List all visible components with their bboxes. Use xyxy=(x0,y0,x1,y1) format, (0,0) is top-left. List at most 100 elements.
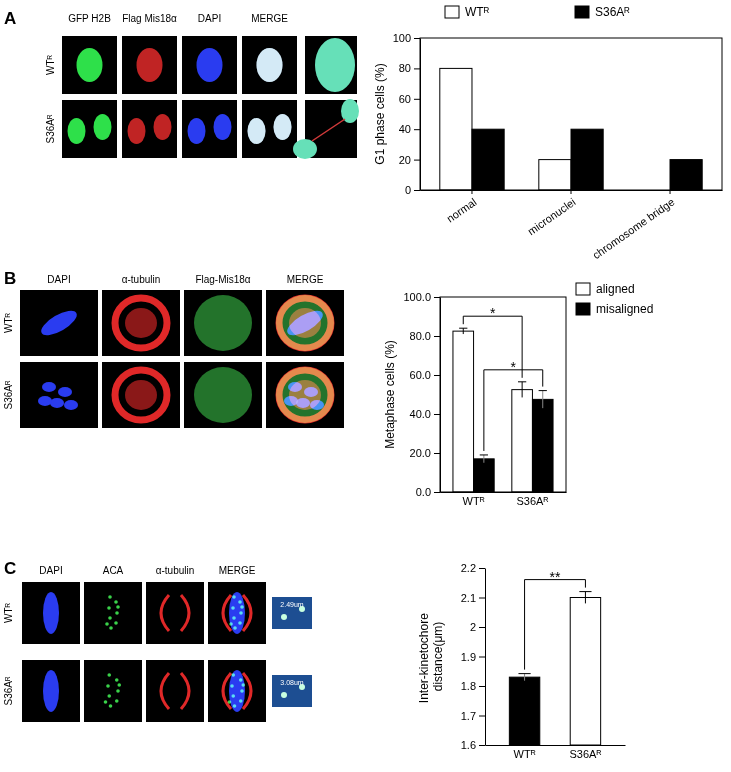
cell-signal xyxy=(194,367,252,423)
tick: 1.8 xyxy=(461,680,485,692)
cell-signal xyxy=(106,684,110,688)
micrograph xyxy=(182,36,237,94)
bar xyxy=(532,399,553,492)
micrograph xyxy=(293,99,359,159)
legend-label: S36Aᴿ xyxy=(595,5,630,19)
bar-chart: 0.020.040.060.080.0100.0WTᴿS36AᴿMetaphas… xyxy=(383,282,653,507)
cell-signal xyxy=(58,387,72,397)
tick-label: 20.0 xyxy=(410,447,431,459)
x-axis: normalmicronucleichromosome bridge xyxy=(421,190,723,261)
column-label: GFP H2B xyxy=(68,13,111,24)
tick-mark xyxy=(434,453,440,454)
significance-label: ** xyxy=(550,569,561,585)
tick: 1.9 xyxy=(461,651,485,663)
micrograph-background xyxy=(102,362,180,428)
error-bar xyxy=(459,328,467,334)
cell-signal xyxy=(232,616,236,620)
error-line xyxy=(524,674,525,681)
cell-signal xyxy=(107,673,111,677)
error-cap xyxy=(459,328,467,329)
bar-chart: 020406080100normalmicronucleichromosome … xyxy=(373,5,723,261)
cell-signal xyxy=(257,48,283,82)
image-panel: BDAPIα-tubulinFlag-Mis18αMERGEWTᴿS36Aᴿ xyxy=(3,269,344,428)
tick: 100 xyxy=(393,32,420,44)
cell-signal xyxy=(117,683,121,687)
tick-label: S36Aᴿ xyxy=(517,495,549,507)
tick-label: 40 xyxy=(399,123,411,135)
plot-frame xyxy=(440,297,566,492)
tick-mark xyxy=(414,99,420,100)
column-label: ACA xyxy=(103,565,124,576)
x-axis: WTᴿS36Aᴿ xyxy=(441,492,567,507)
error-bar xyxy=(518,382,526,398)
micrograph xyxy=(208,660,266,722)
micrograph-background xyxy=(62,36,117,94)
tick: WTᴿ xyxy=(514,745,536,760)
legend-swatch xyxy=(445,6,459,18)
error-line xyxy=(483,455,484,463)
tick: 2.1 xyxy=(461,592,485,604)
cell-signal xyxy=(94,114,112,140)
cell-signal xyxy=(231,673,235,677)
micrograph xyxy=(102,362,180,428)
error-line xyxy=(585,592,586,604)
tick-label: WTᴿ xyxy=(514,748,536,760)
micrograph xyxy=(122,36,177,94)
cell-signal xyxy=(137,48,163,82)
cell-signal xyxy=(284,396,298,406)
column-label: α-tubulin xyxy=(156,565,195,576)
micrograph xyxy=(184,290,262,356)
tick-label: 20 xyxy=(399,154,411,166)
micrograph-background xyxy=(62,100,117,158)
bar xyxy=(539,160,571,190)
micrograph-background xyxy=(20,290,98,356)
micrograph xyxy=(266,290,344,356)
cell-signal xyxy=(42,382,56,392)
cell-signal xyxy=(272,675,312,707)
bar xyxy=(509,677,539,745)
micrograph xyxy=(272,597,312,629)
micrograph-background xyxy=(272,675,312,707)
cell-signal xyxy=(274,114,292,140)
axis-line xyxy=(485,569,486,746)
y-axis: 0.020.040.060.080.0100.0 xyxy=(403,291,440,498)
tick: 1.7 xyxy=(461,710,485,722)
tick-label: 1.6 xyxy=(461,739,476,751)
tick: 80 xyxy=(399,62,420,74)
cell-signal xyxy=(233,626,237,630)
micrograph xyxy=(146,660,204,722)
micrograph-background xyxy=(84,582,142,644)
tick-label: 80 xyxy=(399,62,411,74)
micrograph xyxy=(146,582,204,644)
figure: AGFP H2BFlag Mis18αDAPIMERGEWTᴿS36AᴿBDAP… xyxy=(0,0,731,772)
y-axis: 020406080100 xyxy=(393,32,421,196)
cell-signal xyxy=(125,380,157,410)
error-bar xyxy=(539,391,547,409)
cell-signal xyxy=(68,118,86,144)
tick: normal xyxy=(444,190,478,225)
micrograph-background xyxy=(208,582,266,644)
cell-signal xyxy=(274,114,292,140)
tick: 80.0 xyxy=(410,330,440,342)
column-label: Flag-Mis18α xyxy=(195,274,250,285)
error-cap xyxy=(480,454,488,455)
bar xyxy=(571,129,603,190)
tick-label: 60.0 xyxy=(410,369,431,381)
cell-signal xyxy=(240,689,244,693)
micrograph xyxy=(22,582,80,644)
cell-signal xyxy=(114,600,118,604)
cell-signal xyxy=(116,605,120,609)
legend-swatch xyxy=(575,6,589,18)
tick-mark xyxy=(414,38,420,39)
row-label: WTᴿ xyxy=(45,54,56,75)
axis-title: G1 phase cells (%) xyxy=(373,63,387,164)
row-label: S36Aᴿ xyxy=(45,114,56,143)
micrograph xyxy=(62,36,117,94)
cell-signal xyxy=(238,621,242,625)
cell-signal xyxy=(109,704,113,708)
legend-item: misaligned xyxy=(576,302,653,316)
cell-signal xyxy=(115,298,167,348)
micrograph-background xyxy=(184,290,262,356)
tick-label: 2.2 xyxy=(461,562,476,574)
tick-label: 1.7 xyxy=(461,710,476,722)
